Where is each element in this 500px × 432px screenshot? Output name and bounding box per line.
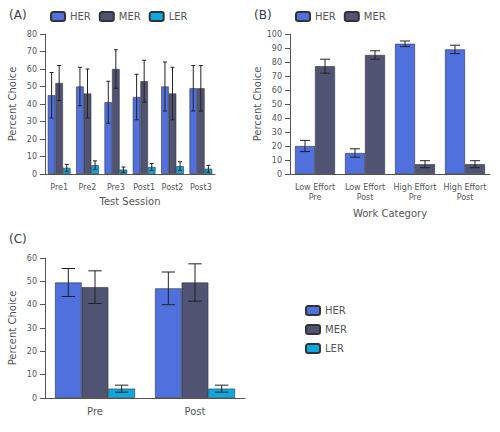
svg-text:20: 20 [272,142,282,151]
svg-text:60: 60 [27,65,37,74]
svg-text:100: 100 [267,30,282,39]
svg-text:Pre: Pre [309,193,322,202]
svg-text:MER: MER [364,11,386,22]
svg-text:50: 50 [272,100,282,109]
svg-text:0: 0 [277,170,282,179]
svg-text:0: 0 [32,394,37,403]
svg-text:30: 30 [27,117,37,126]
svg-text:Post2: Post2 [162,183,184,192]
svg-text:40: 40 [27,100,37,109]
svg-text:MER: MER [119,11,141,22]
svg-text:50: 50 [27,82,37,91]
svg-text:Post: Post [185,406,206,417]
svg-text:70: 70 [27,47,37,56]
svg-text:Pre1: Pre1 [50,183,68,192]
svg-text:60: 60 [27,254,37,263]
svg-text:Test Session: Test Session [98,196,160,207]
svg-text:High Effort: High Effort [444,183,487,192]
svg-text:HER: HER [70,11,91,22]
svg-text:Work Category: Work Category [353,208,427,219]
svg-text:HER: HER [325,305,346,316]
svg-text:30: 30 [27,324,37,333]
svg-text:80: 80 [272,58,282,67]
svg-text:Pre2: Pre2 [79,183,97,192]
svg-text:High Effort: High Effort [394,183,437,192]
svg-text:Percent Choice: Percent Choice [7,291,18,366]
svg-text:50: 50 [27,277,37,286]
svg-text:Post: Post [457,193,474,202]
svg-text:40: 40 [272,114,282,123]
svg-text:MER: MER [325,324,347,335]
svg-text:Post3: Post3 [190,183,212,192]
svg-text:(A): (A) [9,8,27,22]
svg-text:Post1: Post1 [133,183,155,192]
svg-text:Pre: Pre [409,193,422,202]
svg-text:LER: LER [169,11,188,22]
svg-text:Post: Post [357,193,374,202]
svg-text:Pre3: Pre3 [107,183,125,192]
svg-text:80: 80 [27,30,37,39]
svg-text:Pre: Pre [87,406,103,417]
svg-text:90: 90 [272,44,282,53]
svg-text:10: 10 [27,370,37,379]
svg-text:20: 20 [27,347,37,356]
svg-text:0: 0 [32,170,37,179]
svg-text:10: 10 [272,156,282,165]
svg-text:HER: HER [315,11,336,22]
svg-text:60: 60 [272,86,282,95]
svg-text:30: 30 [272,128,282,137]
svg-text:Low Effort: Low Effort [345,183,385,192]
svg-text:LER: LER [325,343,344,354]
svg-text:20: 20 [27,135,37,144]
svg-text:10: 10 [27,152,37,161]
svg-text:Percent Choice: Percent Choice [252,67,263,142]
svg-text:Low Effort: Low Effort [295,183,335,192]
svg-text:Percent Choice: Percent Choice [7,67,18,142]
svg-text:40: 40 [27,300,37,309]
svg-text:(B): (B) [254,8,272,22]
svg-text:(C): (C) [9,232,27,246]
svg-text:70: 70 [272,72,282,81]
